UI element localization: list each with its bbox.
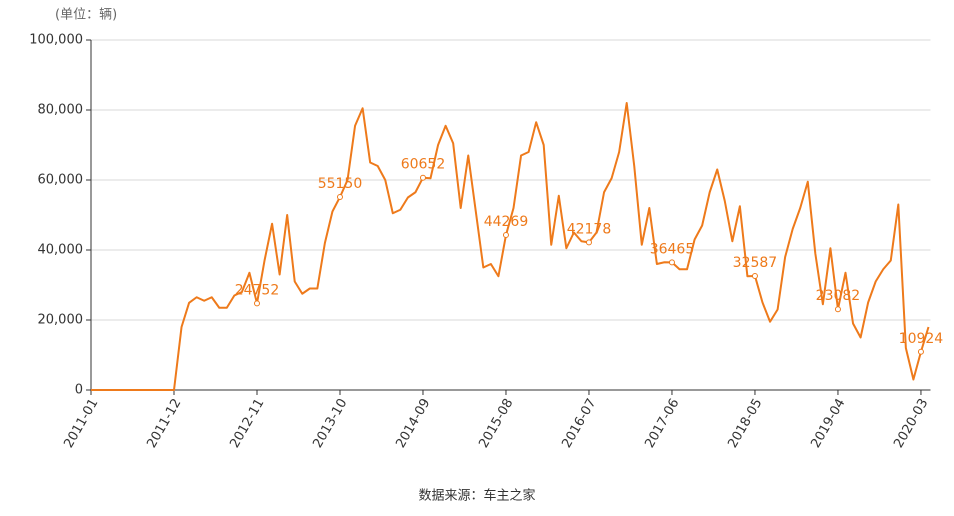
- point-marker: [419, 174, 426, 181]
- y-tick-label: 60,000: [38, 173, 84, 188]
- unit-label: (单位：辆): [55, 8, 117, 23]
- source-note: 数据来源：车主之家: [418, 488, 535, 504]
- data-label: 23082: [816, 288, 861, 304]
- data-label: 44269: [484, 214, 529, 230]
- point-marker: [917, 348, 924, 355]
- y-tick-label: 80,000: [38, 103, 84, 118]
- point-marker: [585, 239, 592, 246]
- point-marker: [751, 272, 758, 279]
- point-marker: [834, 306, 841, 313]
- x-tick-label: 2011-12: [144, 396, 184, 451]
- data-label: 36465: [650, 241, 695, 257]
- x-tick-label: 2016-07: [559, 396, 599, 451]
- x-tick-label: 2014-09: [393, 396, 433, 451]
- x-tick-label: 2019-04: [808, 396, 848, 451]
- data-label: 55150: [318, 176, 363, 192]
- x-tick-label: 2012-11: [227, 396, 267, 451]
- y-tick-label: 0: [75, 383, 83, 398]
- series-line: [91, 102, 930, 391]
- point-marker: [336, 193, 343, 200]
- point-marker: [253, 300, 260, 307]
- x-tick-label: 2015-08: [476, 396, 516, 451]
- data-label: 24752: [235, 282, 280, 298]
- data-label: 42178: [567, 221, 612, 237]
- x-tick-label: 2018-05: [725, 396, 765, 451]
- x-tick-label: 2011-01: [61, 396, 101, 451]
- data-label: 60652: [401, 157, 446, 173]
- x-tick-label: 2013-10: [310, 396, 350, 451]
- point-marker: [668, 259, 675, 266]
- y-tick-label: 100,000: [29, 33, 83, 48]
- point-marker: [502, 232, 509, 239]
- x-tick-label: 2020-03: [891, 396, 931, 451]
- y-tick-label: 40,000: [38, 243, 84, 258]
- y-tick-label: 20,000: [38, 313, 84, 328]
- data-label: 32587: [733, 255, 778, 271]
- data-label: 10924: [899, 331, 944, 347]
- x-tick-label: 2017-06: [642, 396, 682, 451]
